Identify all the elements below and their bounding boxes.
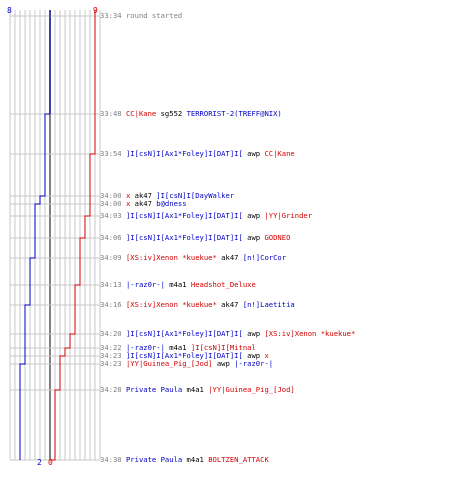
event-text: [XS:iv]Xenon *kuekue*	[125, 253, 217, 262]
event-row: 34:09 [XS:iv]Xenon *kuekue* ak47 [n!]Cor…	[100, 253, 286, 263]
event-time: 33:48	[100, 109, 122, 118]
event-time: 34:06	[100, 233, 122, 242]
event-text: b@dness	[156, 199, 187, 208]
event-row: 34:22 |-raz0r-| m4a1 ]I[csN]I[Mitnal	[100, 343, 256, 353]
event-text: |YY|Grinder	[264, 211, 313, 220]
event-row: 33:34 round started	[100, 11, 182, 21]
event-row: 34:16 [XS:iv]Xenon *kuekue* ak47 [n!]Lae…	[100, 300, 295, 310]
red-start-score: 9	[93, 6, 98, 15]
event-text: awp	[242, 149, 265, 158]
event-text: Private Paula	[125, 455, 183, 464]
event-text: m4a1	[182, 385, 209, 394]
event-time: 34:09	[100, 253, 122, 262]
event-text: ak47	[216, 253, 243, 262]
event-text: |-raz0r-|	[125, 343, 165, 352]
event-time: 34:22	[100, 343, 122, 352]
blue-start-score: 8	[7, 6, 12, 15]
event-text: x	[125, 191, 131, 200]
event-text: ]I[csN]I[Ax1*Foley]I[DAT]I[	[125, 149, 243, 158]
event-text: |YY|Guinea_Pig_[Jod]	[125, 359, 213, 368]
event-text: ]I[csN]I[Ax1*Foley]I[DAT]I[	[125, 233, 243, 242]
event-row: 34:20 ]I[csN]I[Ax1*Foley]I[DAT]I[ awp [X…	[100, 329, 355, 339]
event-row: 34:23 |YY|Guinea_Pig_[Jod] awp |-raz0r-|	[100, 359, 273, 369]
event-row: 34:28 Private Paula m4a1 |YY|Guinea_Pig_…	[100, 385, 295, 395]
event-text: awp	[242, 233, 265, 242]
event-text: [n!]CorCor	[242, 253, 287, 262]
red-end-score: 0	[48, 458, 53, 467]
event-text: [XS:iv]Xenon *kuekue*	[264, 329, 356, 338]
event-text: ak47	[130, 199, 157, 208]
event-text: x	[125, 199, 131, 208]
event-text: awp	[242, 211, 265, 220]
event-text: ]I[csN]I[Ax1*Foley]I[DAT]I[	[125, 211, 243, 220]
event-time: 34:03	[100, 211, 122, 220]
event-text: TERRORIST-2(TREFF@NIX)	[186, 109, 282, 118]
event-text: sg552	[156, 109, 187, 118]
event-time: 34:00	[100, 191, 122, 200]
event-time: 34:23	[100, 359, 122, 368]
event-row: 34:00 x ak47 ]I[csN]I[DayWalker	[100, 191, 234, 201]
event-text: CC|Kane	[125, 109, 157, 118]
event-text: awp	[212, 359, 235, 368]
event-time: 34:00	[100, 199, 122, 208]
event-row: 33:48 CC|Kane sg552 TERRORIST-2(TREFF@NI…	[100, 109, 282, 119]
event-text: [n!]Laetitia	[242, 300, 295, 309]
event-text: GODNEO	[264, 233, 291, 242]
event-row: 34:38 Private Paula m4a1 BOLTZEN_ATTACK	[100, 455, 269, 465]
event-text: round started	[125, 11, 183, 20]
event-text: awp	[242, 329, 265, 338]
red-score-line	[50, 10, 96, 461]
event-text: ]I[csN]I[Mitnal	[190, 343, 256, 352]
event-row: 33:54 ]I[csN]I[Ax1*Foley]I[DAT]I[ awp CC…	[100, 149, 295, 159]
event-text: CC|Kane	[264, 149, 295, 158]
event-row: 34:06 ]I[csN]I[Ax1*Foley]I[DAT]I[ awp GO…	[100, 233, 290, 243]
event-time: 34:20	[100, 329, 122, 338]
event-time: 34:28	[100, 385, 122, 394]
event-row: 34:23 ]I[csN]I[Ax1*Foley]I[DAT]I[ awp x	[100, 351, 269, 361]
event-time: 33:54	[100, 149, 122, 158]
event-text: ak47	[130, 191, 157, 200]
event-text: Private Paula	[125, 385, 183, 394]
blue-end-score: 2	[37, 458, 42, 467]
event-text: awp	[242, 351, 265, 360]
event-time: 34:23	[100, 351, 122, 360]
event-row: 34:00 x ak47 b@dness	[100, 199, 187, 209]
event-time: 34:13	[100, 280, 122, 289]
event-text: ak47	[216, 300, 243, 309]
event-text: x	[264, 351, 269, 360]
event-time: 34:16	[100, 300, 122, 309]
event-text: [XS:iv]Xenon *kuekue*	[125, 300, 217, 309]
event-text: m4a1	[182, 455, 209, 464]
event-text: |YY|Guinea_Pig_[Jod]	[208, 385, 295, 394]
event-row: 34:13 |-raz0r-| m4a1 Headshot_Deluxe	[100, 280, 256, 290]
blue-score-line	[19, 10, 51, 460]
event-text: ]I[csN]I[Ax1*Foley]I[DAT]I[	[125, 351, 243, 360]
event-text: Headshot_Deluxe	[190, 280, 256, 289]
event-time: 34:38	[100, 455, 122, 464]
event-text: BOLTZEN_ATTACK	[208, 455, 269, 464]
event-text: ]I[csN]I[Ax1*Foley]I[DAT]I[	[125, 329, 243, 338]
event-text: ]I[csN]I[DayWalker	[156, 191, 235, 200]
event-text: |-raz0r-|	[234, 359, 274, 368]
event-time: 33:34	[100, 11, 122, 20]
event-text: m4a1	[164, 343, 191, 352]
event-text: m4a1	[164, 280, 191, 289]
event-row: 34:03 ]I[csN]I[Ax1*Foley]I[DAT]I[ awp |Y…	[100, 211, 312, 221]
event-text: |-raz0r-|	[125, 280, 165, 289]
